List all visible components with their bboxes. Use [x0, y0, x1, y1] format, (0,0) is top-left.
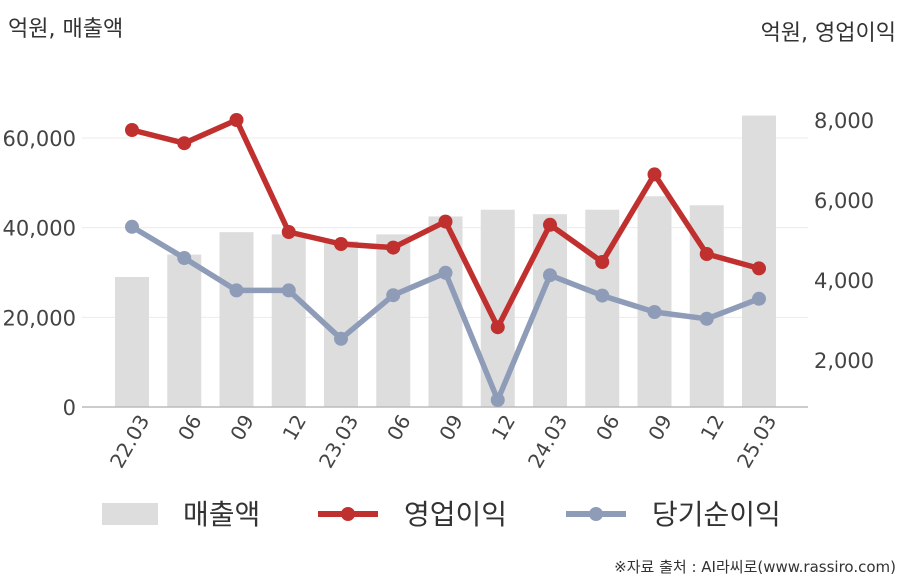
x-tick-label: 23.03 [314, 411, 363, 473]
operating-profit-point [281, 225, 296, 239]
x-tick-label: 12 [487, 411, 521, 445]
revenue-bar [376, 234, 411, 407]
net-income-point [752, 291, 766, 306]
revenue-bar [637, 196, 672, 407]
right-axis-unit: 억원, 영업이익 [761, 21, 896, 46]
left-tick-label: 0 [63, 396, 76, 420]
net-income-point [386, 288, 401, 303]
operating-profit-point [490, 320, 505, 335]
legend-label-operating-profit: 영업이익 [404, 498, 507, 531]
x-tick-label: 09 [643, 411, 677, 445]
net-income-point [490, 393, 505, 407]
revenue-bar [115, 276, 149, 407]
operating-profit-point [229, 113, 244, 127]
operating-profit-point [438, 214, 453, 229]
left-axis-unit: 억원, 매출액 [8, 17, 123, 42]
net-income-point [543, 268, 557, 283]
net-income-point [438, 265, 453, 280]
net-income-point [647, 305, 662, 319]
right-tick-label: 8,000 [814, 109, 874, 133]
x-tick-label: 22.03 [105, 411, 154, 473]
revenue-bar [167, 254, 202, 407]
legend-label-net-income: 당기순이익 [652, 498, 781, 531]
right-tick-label: 4,000 [814, 269, 874, 293]
x-tick-label: 06 [382, 411, 416, 445]
operating-profit-point [386, 240, 401, 255]
legend: 매출액 영업이익 당기순이익 [102, 498, 781, 531]
revenue-bars [115, 115, 776, 407]
left-axis-ticks: 0 20,000 40,000 60,000 [3, 127, 76, 420]
x-tick-label: 06 [591, 411, 625, 445]
net-income-point [281, 283, 296, 298]
revenue-bar [219, 232, 254, 407]
left-tick-label: 20,000 [3, 306, 76, 330]
right-tick-label: 6,000 [814, 189, 874, 213]
net-income-point [125, 219, 139, 234]
net-income-point [229, 283, 244, 298]
left-tick-label: 60,000 [3, 127, 76, 151]
operating-profit-point [125, 123, 139, 137]
x-tick-label: 09 [225, 411, 259, 445]
operating-profit-point [699, 247, 714, 261]
legend-marker-operating-profit [341, 507, 355, 521]
legend-swatch-revenue [102, 503, 158, 525]
x-axis-ticks: 22.03 06 09 12 23.03 06 09 12 24.03 06 09 12 25.03 [105, 411, 781, 473]
net-income-point [595, 288, 610, 303]
operating-profit-point [647, 167, 662, 182]
right-tick-label: 2,000 [814, 349, 874, 373]
legend-label-revenue: 매출액 [183, 498, 260, 531]
net-income-point [699, 311, 714, 326]
legend-marker-net-income [589, 507, 603, 521]
x-tick-label: 25.03 [732, 411, 781, 473]
right-axis-ticks: 2,000 4,000 6,000 8,000 [814, 109, 874, 373]
left-tick-label: 40,000 [3, 217, 76, 241]
net-income-point [334, 331, 348, 346]
net-income-point [177, 251, 192, 265]
x-tick-label: 12 [696, 411, 730, 445]
operating-profit-point [595, 255, 610, 269]
x-tick-label: 06 [173, 411, 207, 445]
x-tick-label: 12 [278, 411, 312, 445]
operating-profit-point [334, 237, 348, 251]
x-tick-label: 24.03 [523, 411, 572, 473]
x-tick-label: 09 [434, 411, 468, 445]
revenue-bar [742, 115, 776, 407]
operating-profit-point [543, 217, 557, 232]
source-note: ※자료 출처 : AI라씨로(www.rassiro.com) [614, 558, 896, 576]
revenue-bar [271, 234, 306, 407]
operating-profit-point [177, 136, 192, 151]
revenue-bar [324, 241, 358, 407]
operating-profit-point [752, 261, 766, 276]
profit-lines [125, 113, 766, 407]
